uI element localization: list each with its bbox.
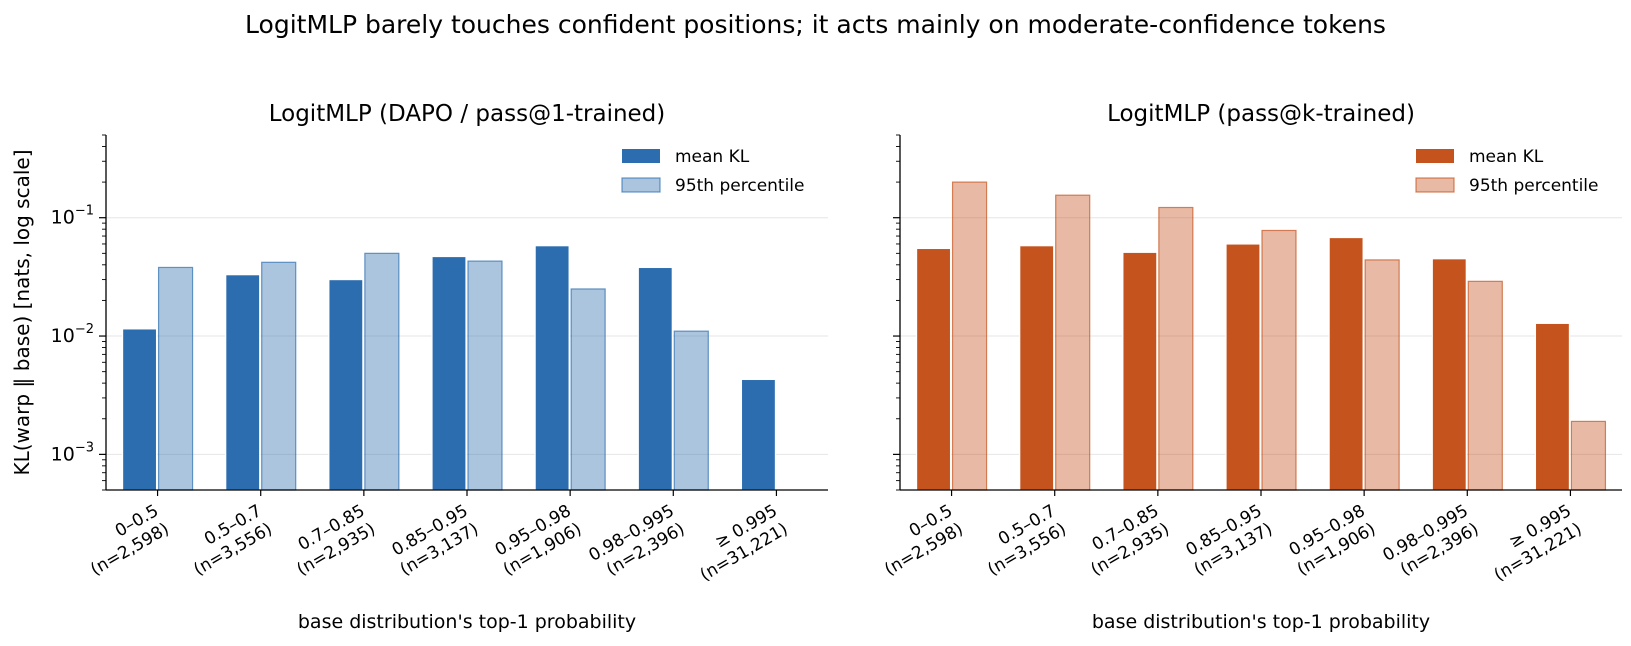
legend-swatch bbox=[1415, 177, 1455, 193]
bar-p95-5 bbox=[570, 288, 606, 491]
x-tick-label: 0.85–0.95(n=3,137) bbox=[386, 501, 482, 580]
bar-p95-2 bbox=[1055, 194, 1091, 491]
bar-p95-3 bbox=[1158, 206, 1194, 491]
bar-mean-kl-2 bbox=[225, 274, 261, 491]
bar-mean-kl-4 bbox=[1225, 243, 1261, 491]
bar-mean-kl-3 bbox=[1122, 251, 1158, 491]
y-tick-exponent: −3 bbox=[75, 440, 94, 455]
y-tick-base: 10 bbox=[51, 207, 75, 229]
bar-p95-1 bbox=[951, 181, 988, 491]
y-tick-label: 10−1 bbox=[51, 204, 94, 229]
x-tick-label: 0.5–0.7(n=3,556) bbox=[974, 501, 1070, 580]
bar-p95-6 bbox=[673, 330, 709, 491]
y-tick-base: 10 bbox=[51, 325, 75, 347]
bar-p95-1 bbox=[157, 266, 194, 491]
chart-panel-2: 0–0.5(n=2,598) 0.5–0.7(n=3,556) 0.7–0.85(n… bbox=[871, 101, 1622, 633]
bar-p95-2 bbox=[261, 261, 297, 491]
bar-mean-kl-7 bbox=[1534, 322, 1571, 491]
y-axis-label: KL(warp ‖ base) [nats, log scale] bbox=[10, 149, 34, 475]
panel-title: LogitMLP (DAPO / pass@1-trained) bbox=[269, 101, 666, 127]
x-tick-label: 0.7–0.85(n=2,935) bbox=[283, 501, 379, 580]
y-tick-label: 10−3 bbox=[51, 440, 94, 465]
legend-label: 95th percentile bbox=[675, 176, 805, 196]
chart-panel-1: 0–0.5(n=2,598) 0.5–0.7(n=3,556) 0.7–0.85(n… bbox=[10, 101, 828, 633]
bar-mean-kl-4 bbox=[431, 255, 467, 491]
x-tick-label: 0–0.5(n=2,598) bbox=[77, 501, 173, 580]
y-tick-exponent: −1 bbox=[75, 204, 94, 219]
bar-p95-5 bbox=[1364, 259, 1400, 491]
x-tick-label: 0.95–0.98(n=1,906) bbox=[1283, 501, 1379, 580]
bar-mean-kl-5 bbox=[1328, 236, 1364, 491]
bar-mean-kl-5 bbox=[534, 245, 570, 491]
legend-label: mean KL bbox=[1469, 147, 1544, 167]
bar-p95-3 bbox=[364, 252, 400, 491]
panel-title: LogitMLP (pass@k-trained) bbox=[1107, 101, 1415, 127]
legend-swatch bbox=[621, 177, 661, 193]
legend-swatch bbox=[622, 149, 660, 163]
bar-mean-kl-6 bbox=[1431, 258, 1467, 491]
bar-mean-kl-7 bbox=[740, 378, 777, 491]
bar-p95-6 bbox=[1467, 280, 1503, 491]
legend-label: 95th percentile bbox=[1469, 176, 1599, 196]
x-tick-label: 0.5–0.7(n=3,556) bbox=[180, 501, 276, 580]
y-tick-label: 10−2 bbox=[51, 322, 94, 347]
x-tick-label: 0.95–0.98(n=1,906) bbox=[489, 501, 585, 580]
bar-p95-4 bbox=[1261, 229, 1297, 491]
y-tick-exponent: −2 bbox=[75, 322, 94, 337]
x-tick-label: 0.7–0.85(n=2,935) bbox=[1077, 501, 1173, 580]
x-tick-label: 0.98–0.995(n=2,396) bbox=[1379, 501, 1482, 584]
bar-mean-kl-3 bbox=[328, 278, 364, 491]
x-tick-label: ≥ 0.995(n=31,221) bbox=[1480, 501, 1585, 585]
bar-mean-kl-1 bbox=[121, 328, 158, 491]
y-tick-base: 10 bbox=[51, 443, 75, 465]
bar-p95-4 bbox=[467, 260, 503, 491]
figure-suptitle: LogitMLP barely touches confident positi… bbox=[245, 10, 1386, 39]
x-tick-label: 0.85–0.95(n=3,137) bbox=[1180, 501, 1276, 580]
x-tick-label: 0–0.5(n=2,598) bbox=[871, 501, 967, 580]
bar-p95-7 bbox=[1570, 420, 1607, 491]
legend-label: mean KL bbox=[675, 147, 750, 167]
bar-mean-kl-2 bbox=[1019, 245, 1055, 491]
x-axis-label: base distribution's top-1 probability bbox=[1092, 611, 1430, 633]
bar-mean-kl-6 bbox=[637, 266, 673, 491]
bar-mean-kl-1 bbox=[915, 247, 952, 491]
x-tick-label: ≥ 0.995(n=31,221) bbox=[686, 501, 791, 585]
x-axis-label: base distribution's top-1 probability bbox=[298, 611, 636, 633]
legend-swatch bbox=[1416, 149, 1454, 163]
x-tick-label: 0.98–0.995(n=2,396) bbox=[585, 501, 688, 584]
